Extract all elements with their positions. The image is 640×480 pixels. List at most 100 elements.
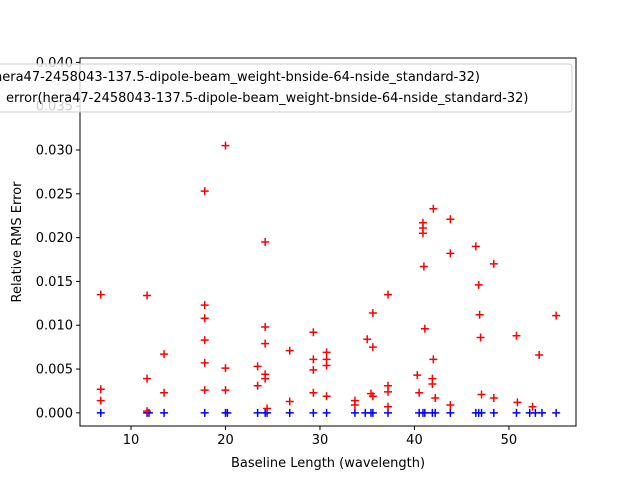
y-tick-label: 0.030 bbox=[36, 144, 73, 159]
data-point bbox=[253, 408, 262, 417]
data-point bbox=[419, 262, 428, 271]
x-axis: 10 20 30 40 50 bbox=[123, 426, 517, 448]
data-point bbox=[143, 291, 152, 300]
data-point bbox=[200, 358, 209, 367]
data-point bbox=[96, 408, 105, 417]
data-point bbox=[309, 408, 318, 417]
data-point bbox=[261, 238, 270, 246]
y-tick-label: 0.015 bbox=[36, 275, 73, 290]
data-point bbox=[428, 379, 437, 388]
y-tick-label: 0.020 bbox=[36, 231, 73, 246]
y-tick-label: 0.005 bbox=[36, 363, 73, 378]
data-point bbox=[200, 314, 209, 323]
data-point bbox=[350, 400, 359, 409]
data-point bbox=[489, 408, 498, 417]
data-point bbox=[474, 280, 483, 289]
y-tick-label: 0.000 bbox=[36, 406, 73, 421]
legend: hera47-2458043-137.5-dipole-beam_weight-… bbox=[0, 63, 573, 113]
data-point bbox=[368, 308, 377, 317]
data-point bbox=[309, 388, 318, 397]
data-point bbox=[96, 385, 105, 394]
data-point bbox=[512, 331, 521, 340]
data-point bbox=[512, 408, 521, 417]
series-1 bbox=[96, 408, 561, 417]
data-point bbox=[383, 387, 392, 396]
data-point bbox=[221, 364, 230, 373]
y-tick-label: 0.025 bbox=[36, 187, 73, 202]
legend-entry-1: hera47-2458043-137.5-dipole-beam_weight-… bbox=[0, 70, 480, 85]
data-point bbox=[160, 350, 169, 359]
data-point bbox=[368, 343, 377, 352]
series-2 bbox=[96, 141, 561, 416]
data-point bbox=[309, 365, 318, 374]
data-point bbox=[261, 374, 270, 383]
data-point bbox=[446, 408, 455, 417]
data-point bbox=[322, 361, 331, 370]
data-point bbox=[285, 408, 294, 417]
data-point bbox=[446, 400, 455, 409]
data-point bbox=[261, 322, 270, 331]
data-point bbox=[489, 259, 498, 268]
data-point bbox=[418, 229, 427, 238]
data-point bbox=[200, 408, 209, 417]
data-point bbox=[200, 187, 209, 196]
data-point bbox=[552, 311, 561, 320]
data-points bbox=[96, 141, 561, 417]
data-point bbox=[309, 355, 318, 364]
data-point bbox=[261, 339, 270, 348]
data-point bbox=[535, 351, 544, 360]
data-point bbox=[160, 408, 169, 417]
x-tick-label: 50 bbox=[501, 433, 518, 448]
data-point bbox=[446, 215, 455, 224]
data-point bbox=[475, 310, 484, 319]
y-tick-label: 0.010 bbox=[36, 319, 73, 334]
data-point bbox=[96, 290, 105, 299]
data-point bbox=[253, 362, 262, 371]
data-point bbox=[223, 408, 232, 417]
data-point bbox=[285, 346, 294, 355]
data-point bbox=[537, 408, 546, 417]
data-point bbox=[476, 333, 485, 342]
data-point bbox=[200, 301, 209, 310]
data-point bbox=[429, 355, 438, 364]
data-point bbox=[415, 388, 424, 397]
data-point bbox=[429, 204, 438, 213]
legend-box bbox=[0, 63, 573, 113]
data-point bbox=[368, 408, 377, 417]
data-point bbox=[489, 393, 498, 402]
data-point bbox=[383, 290, 392, 299]
data-point bbox=[322, 408, 331, 417]
data-point bbox=[477, 390, 486, 399]
data-point bbox=[143, 407, 152, 416]
data-point bbox=[322, 348, 331, 357]
data-point bbox=[471, 242, 480, 251]
data-point bbox=[253, 381, 262, 390]
data-point bbox=[200, 336, 209, 345]
data-point bbox=[200, 386, 209, 395]
x-tick-label: 40 bbox=[406, 433, 423, 448]
x-tick-label: 20 bbox=[217, 433, 234, 448]
plot-area bbox=[79, 57, 577, 427]
data-point bbox=[413, 371, 422, 380]
data-point bbox=[420, 408, 429, 417]
data-point bbox=[350, 408, 359, 417]
data-point bbox=[221, 141, 230, 150]
data-point bbox=[513, 398, 522, 407]
data-point bbox=[363, 335, 372, 344]
x-tick-label: 30 bbox=[312, 433, 329, 448]
x-tick-label: 10 bbox=[123, 433, 140, 448]
data-point bbox=[221, 386, 230, 395]
data-point bbox=[144, 408, 153, 417]
data-point bbox=[285, 397, 294, 406]
data-point bbox=[420, 324, 429, 333]
data-point bbox=[368, 392, 377, 401]
data-point bbox=[431, 408, 440, 417]
x-axis-label: Baseline Length (wavelength) bbox=[231, 456, 425, 471]
legend-entry-2: error(hera47-2458043-137.5-dipole-beam_w… bbox=[6, 91, 528, 106]
data-point bbox=[263, 404, 272, 413]
data-point bbox=[322, 392, 331, 401]
y-axis-label: Relative RMS Error bbox=[10, 181, 25, 303]
data-point bbox=[160, 388, 169, 397]
data-point bbox=[477, 408, 486, 417]
